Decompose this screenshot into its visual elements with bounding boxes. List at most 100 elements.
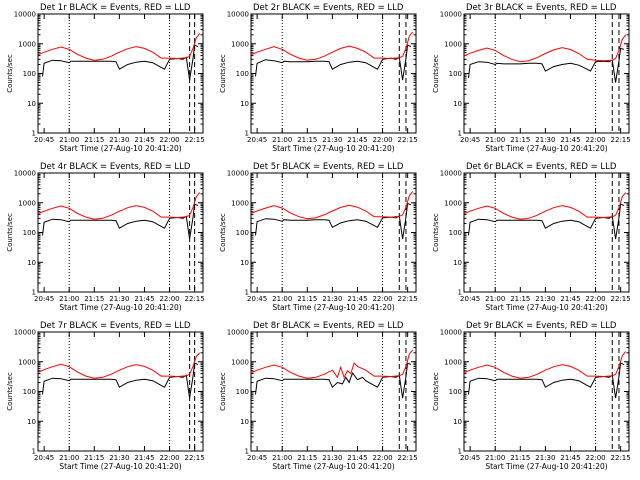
x-axis-label: Start Time (27-Aug-10 20:41:20) [272,303,394,312]
y-tick-label: 1000 [444,40,462,48]
series-line-events [42,44,199,81]
y-tick-label: 100 [449,229,462,237]
x-tick-label: 22:15 [185,136,205,144]
x-tick-label: 21:30 [535,136,555,144]
series-line-events [42,362,199,399]
y-tick-label: 1 [32,448,36,456]
chart-title: Det 9r BLACK = Events, RED = LLD [466,321,617,331]
series-line-lld [250,191,414,220]
x-tick-label: 21:45 [560,454,580,462]
x-tick-label: 21:00 [485,295,505,303]
y-tick-label: 1 [245,289,249,297]
x-tick-label: 20:45 [460,454,480,462]
y-tick-label: 1 [458,448,462,456]
x-tick-label: 22:15 [398,454,418,462]
x-tick-label: 20:45 [460,295,480,303]
x-tick-label: 21:45 [347,295,367,303]
x-tick-label: 22:15 [611,454,631,462]
y-tick-label: 10000 [227,11,249,19]
x-tick-label: 20:45 [247,136,267,144]
y-tick-label: 10 [27,100,36,108]
x-tick-label: 21:30 [535,454,555,462]
plot-frame [37,172,204,293]
x-tick-label: 22:00 [372,136,392,144]
y-tick-label: 10 [27,418,36,426]
plot-frame [463,172,630,293]
plot-frame [250,13,417,134]
x-tick-label: 22:00 [372,295,392,303]
x-tick-label: 21:30 [322,454,342,462]
plot-frame [463,13,630,134]
x-tick-label: 21:15 [297,295,317,303]
x-axis-label: Start Time (27-Aug-10 20:41:20) [485,303,607,312]
y-axis-label: Counts/sec [432,54,440,93]
series-line-lld [250,31,414,61]
chart-title: Det 1r BLACK = Events, RED = LLD [40,3,191,13]
y-tick-label: 1000 [18,40,36,48]
x-axis-label: Start Time (27-Aug-10 20:41:20) [272,144,394,153]
x-tick-label: 22:00 [372,454,392,462]
chart-title: Det 5r BLACK = Events, RED = LLD [253,162,404,172]
series-line-lld [37,192,201,220]
x-tick-label: 22:15 [611,295,631,303]
chart-panel-7: Det 7r BLACK = Events, RED = LLD 1 10 100 10… [6,321,205,471]
x-tick-label: 21:00 [59,295,79,303]
x-tick-label: 22:15 [398,136,418,144]
y-tick-label: 1 [458,130,462,138]
x-tick-label: 21:00 [272,136,292,144]
chart-panel-1: Det 1r BLACK = Events, RED = LLD 1 10 100 10… [6,3,205,153]
x-tick-label: 20:45 [34,136,54,144]
x-tick-label: 21:45 [560,295,580,303]
x-tick-label: 21:45 [347,454,367,462]
x-tick-label: 21:30 [109,136,129,144]
y-tick-label: 10000 [14,11,36,19]
x-tick-label: 22:15 [611,136,631,144]
y-tick-label: 10000 [440,329,462,337]
y-tick-label: 100 [449,388,462,396]
y-tick-label: 1 [245,130,249,138]
y-axis-label: Counts/sec [432,213,440,252]
x-tick-label: 22:15 [398,295,418,303]
chart-panel-5: Det 5r BLACK = Events, RED = LLD 1 10 100 10… [219,162,418,312]
y-axis-label: Counts/sec [219,372,227,411]
y-tick-label: 1 [458,289,462,297]
y-tick-label: 1000 [231,199,249,207]
x-tick-label: 22:00 [159,295,179,303]
x-tick-label: 21:30 [322,136,342,144]
chart-title: Det 4r BLACK = Events, RED = LLD [40,162,191,172]
chart-panel-3: Det 3r BLACK = Events, RED = LLD 1 10 100 10… [432,3,631,153]
chart-title: Det 8r BLACK = Events, RED = LLD [253,321,404,331]
chart-panel-8: Det 8r BLACK = Events, RED = LLD 1 10 100 10… [219,321,418,471]
x-tick-label: 21:45 [134,295,154,303]
y-tick-label: 10 [240,418,249,426]
series-line-lld [463,351,627,379]
y-axis-label: Counts/sec [6,54,14,93]
chart-panel-4: Det 4r BLACK = Events, RED = LLD 1 10 100 10… [6,162,205,312]
series-line-lld [463,34,627,63]
x-tick-label: 21:15 [297,136,317,144]
y-tick-label: 1 [245,448,249,456]
x-axis-label: Start Time (27-Aug-10 20:41:20) [59,303,181,312]
x-tick-label: 21:00 [59,136,79,144]
chart-title: Det 3r BLACK = Events, RED = LLD [466,3,617,13]
chart-panel-6: Det 6r BLACK = Events, RED = LLD 1 10 100 10… [432,162,631,312]
x-axis-label: Start Time (27-Aug-10 20:41:20) [485,462,607,471]
x-axis-label: Start Time (27-Aug-10 20:41:20) [272,462,394,471]
x-tick-label: 20:45 [34,454,54,462]
x-axis-label: Start Time (27-Aug-10 20:41:20) [59,462,181,471]
x-tick-label: 22:00 [159,454,179,462]
x-tick-label: 20:45 [34,295,54,303]
y-tick-label: 100 [449,70,462,78]
y-axis-label: Counts/sec [6,213,14,252]
y-tick-label: 10 [240,259,249,267]
series-line-lld [250,349,414,379]
plot-frame [250,331,417,452]
y-tick-label: 10000 [14,170,36,178]
x-tick-label: 22:00 [585,136,605,144]
y-tick-label: 10000 [440,11,462,19]
x-tick-label: 21:00 [485,136,505,144]
plot-frame [250,172,417,293]
y-axis-label: Counts/sec [219,213,227,252]
x-tick-label: 21:00 [59,454,79,462]
